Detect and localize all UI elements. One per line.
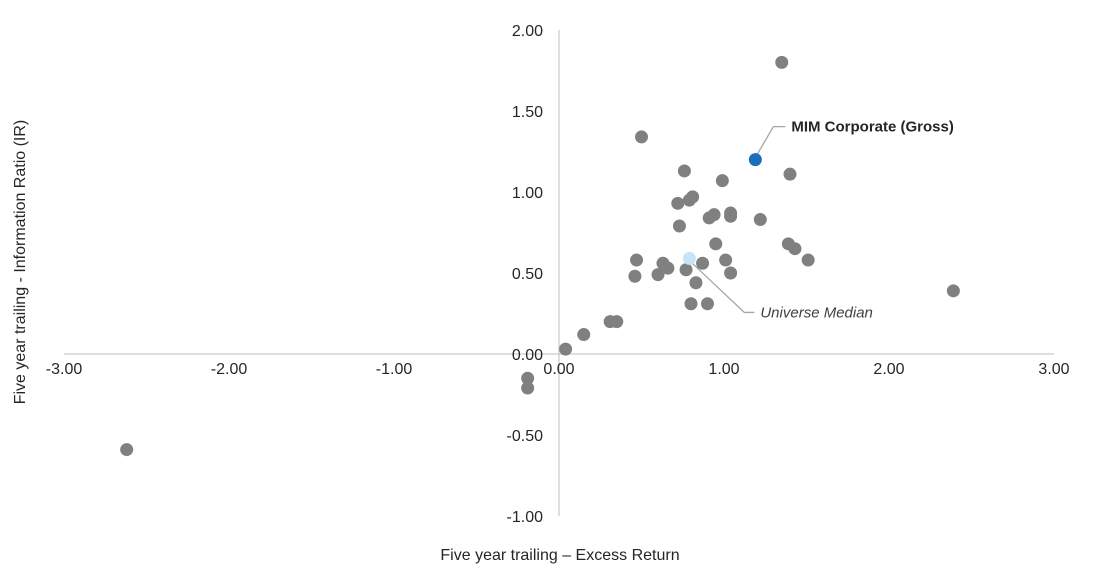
universe-point — [577, 328, 591, 342]
universe-point — [651, 268, 665, 282]
universe-point — [684, 297, 698, 311]
x-tick-label: -1.00 — [376, 361, 413, 378]
universe-point — [775, 55, 789, 69]
universe-point — [689, 276, 703, 290]
axes — [64, 30, 1054, 516]
universe-point — [679, 263, 693, 277]
annotations: MIM Corporate (Gross) Universe Median — [760, 119, 954, 322]
y-tick-label: -0.50 — [507, 428, 544, 445]
universe-point — [630, 253, 644, 267]
universe-point — [719, 253, 733, 267]
universe-point — [671, 196, 685, 210]
tick-labels: -3.00 -2.00 -1.00 0.00 1.00 2.00 3.00 -1.00 -0.5… — [46, 23, 1070, 526]
x-tick-label: 1.00 — [708, 361, 739, 378]
mim-corporate-point — [748, 153, 762, 167]
universe-point — [661, 261, 675, 275]
universe-point — [715, 174, 729, 188]
y-tick-label: 0.00 — [512, 347, 543, 364]
universe-point — [610, 315, 624, 329]
y-tick-label: 1.50 — [512, 104, 543, 121]
universe-median-point — [682, 251, 696, 265]
universe-point — [709, 237, 723, 251]
universe-point — [521, 371, 535, 385]
y-axis-title: Five year trailing - Information Ratio (… — [12, 120, 29, 405]
mim-corporate-label: MIM Corporate (Gross) — [791, 119, 954, 136]
x-tick-label: 3.00 — [1038, 361, 1069, 378]
universe-point — [724, 266, 738, 280]
universe-point — [707, 208, 721, 222]
y-tick-label: 2.00 — [512, 23, 543, 40]
universe-point — [677, 164, 691, 178]
universe-point — [686, 190, 700, 204]
mim-corporate-leader — [754, 125, 786, 158]
universe-median-label: Universe Median — [760, 304, 873, 321]
x-tick-label: 0.00 — [543, 361, 574, 378]
y-tick-label: -1.00 — [507, 509, 544, 526]
universe-point — [801, 253, 815, 267]
x-tick-label: -2.00 — [211, 361, 248, 378]
universe-point — [696, 256, 710, 270]
universe-point — [753, 213, 767, 227]
x-tick-label: 2.00 — [873, 361, 904, 378]
x-tick-label: -3.00 — [46, 361, 83, 378]
x-axis-title: Five year trailing – Excess Return — [440, 547, 679, 564]
y-tick-label: 1.00 — [512, 185, 543, 202]
universe-point — [701, 297, 714, 311]
universe-point — [559, 342, 573, 356]
universe-point — [628, 269, 642, 283]
data-points — [120, 55, 960, 457]
universe-point — [672, 219, 686, 233]
universe-point — [120, 443, 134, 457]
universe-median-leader — [690, 261, 755, 314]
universe-point — [521, 381, 535, 395]
y-tick-label: 0.50 — [512, 266, 543, 283]
universe-point — [635, 130, 648, 144]
universe-point — [788, 242, 802, 256]
universe-point — [724, 206, 738, 220]
universe-point — [783, 167, 797, 181]
annotation-leaders — [690, 125, 786, 314]
universe-point — [946, 284, 960, 298]
